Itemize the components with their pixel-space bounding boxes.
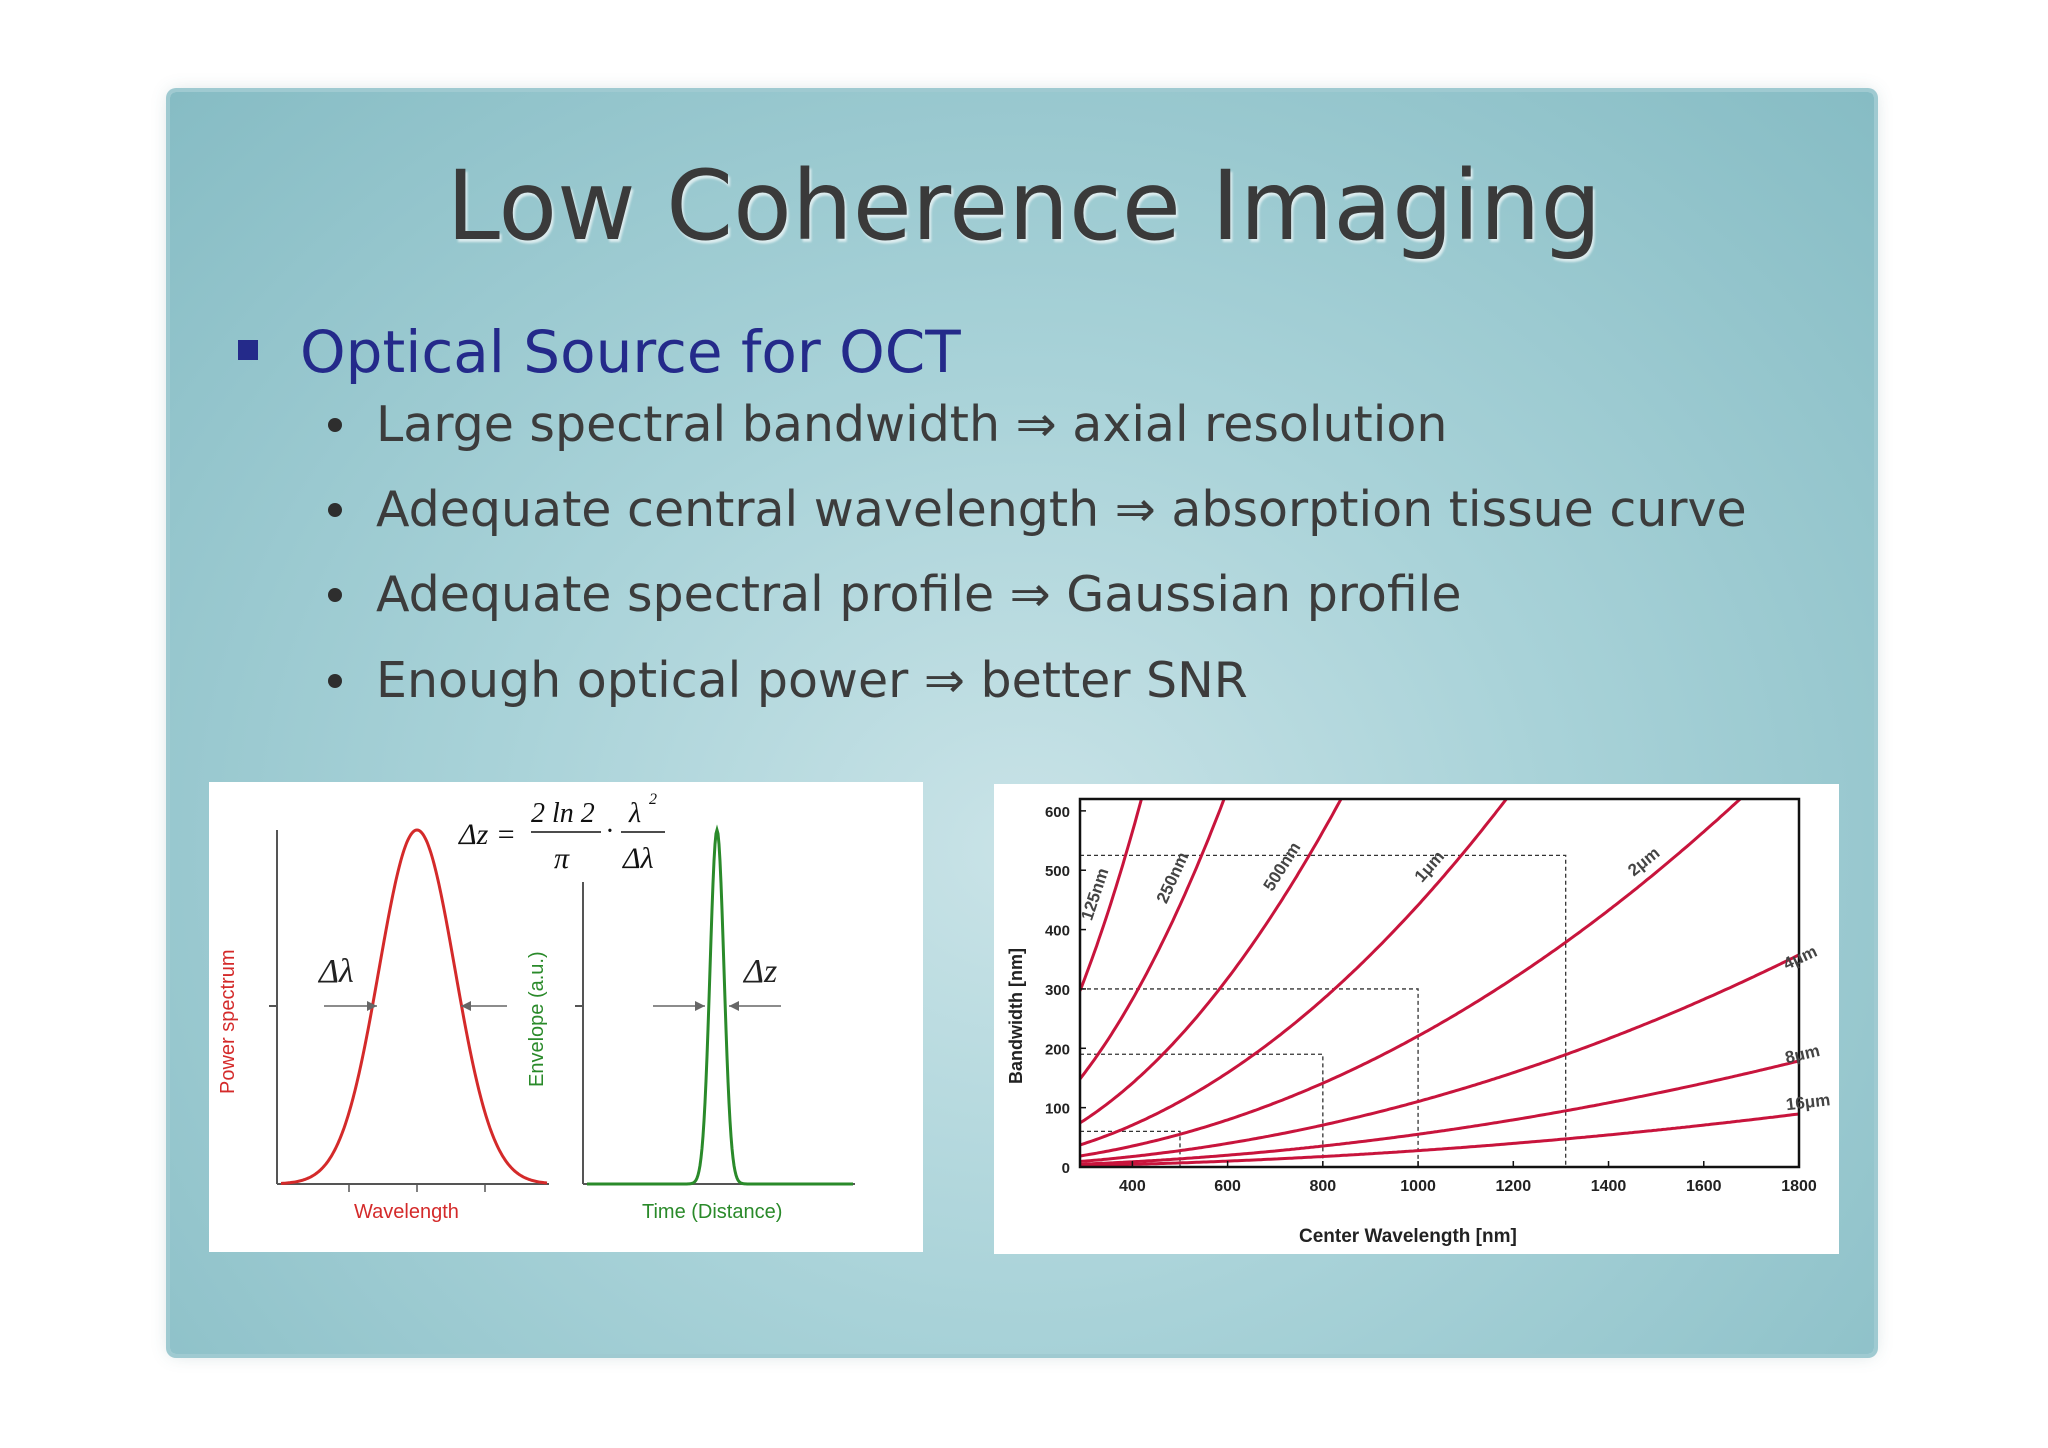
y-tick-label: 200 [1045, 1041, 1070, 1058]
reference-dashed-line [1080, 854, 1567, 1167]
plot-frame [1078, 797, 1801, 1169]
formula-frac1-den: π [554, 842, 570, 875]
envelope-xlabel: Time (Distance) [642, 1201, 782, 1223]
arrowhead-left-icon [729, 1001, 739, 1011]
bullet-text: Optical Source for OCT [300, 318, 961, 386]
y-tick-label: 100 [1045, 1101, 1070, 1118]
x-tick-label: 600 [1214, 1178, 1241, 1195]
y-tick-label: 600 [1045, 804, 1070, 821]
series-line [1080, 799, 1226, 1080]
sub-bullet: Adequate central wavelength ⇒ absorption… [328, 481, 1747, 538]
series-label: 8μm [1783, 1041, 1821, 1067]
arrowhead-left-icon [461, 1001, 471, 1011]
formula-dot: · [606, 816, 613, 847]
x-tick-label: 1400 [1591, 1178, 1627, 1195]
x-tick-label: 1200 [1496, 1178, 1532, 1195]
x-tick-label: 1000 [1400, 1178, 1436, 1195]
spectrum-curve [281, 828, 548, 1185]
reference-dashed-line [1080, 1130, 1181, 1167]
gaussian-svg: Δz = 2 ln 2 π · λ 2 Δλ Δλ Power spectrum… [217, 791, 855, 1223]
y-tick-label: 400 [1045, 923, 1070, 940]
formula-frac2-exp: 2 [649, 791, 657, 808]
x-tick-label: 800 [1309, 1178, 1336, 1195]
arrowhead-right-icon [367, 1001, 377, 1011]
gaussian-figure: Δz = 2 ln 2 π · λ 2 Δλ Δλ Power spectrum… [209, 782, 923, 1252]
arrowhead-right-icon [695, 1001, 705, 1011]
y-tick-label: 500 [1045, 863, 1070, 880]
slide-title: Low Coherence Imaging [446, 150, 1602, 262]
series-line [1080, 1112, 1799, 1167]
bandwidth-chart: 400 600 800 1000 1200 1400 1600 1800 0 100 200 300 4… [994, 784, 1839, 1254]
delta-z-label: Δz [742, 953, 777, 990]
series-line [1080, 799, 1743, 1158]
sub-bullet-text: Adequate central wavelength ⇒ absorption… [376, 481, 1747, 538]
sub-bullet: Adequate spectral profile ⇒ Gaussian pro… [328, 566, 1462, 623]
sub-bullet: Large spectral bandwidth ⇒ axial resolut… [328, 396, 1448, 453]
sub-bullet: Enough optical power ⇒ better SNR [328, 652, 1248, 709]
series-line [1080, 953, 1799, 1163]
bandwidth-xlabel: Center Wavelength [nm] [1299, 1226, 1517, 1247]
envelope-curve [587, 824, 853, 1186]
series-line [1080, 799, 1509, 1147]
series-label: 1μm [1411, 847, 1448, 886]
y-tick-label: 0 [1062, 1160, 1070, 1177]
spectrum-xlabel: Wavelength [354, 1201, 459, 1223]
x-tick-label: 1600 [1686, 1178, 1722, 1195]
delta-lambda-label: Δλ [317, 953, 354, 990]
formula-frac1-num: 2 ln 2 [531, 798, 595, 829]
dot-bullet-icon [328, 418, 342, 432]
y-tick-label: 300 [1045, 982, 1070, 999]
reference-dashed-line [1080, 988, 1419, 1167]
formula-frac2-num: λ [628, 798, 641, 829]
bandwidth-ylabel: Bandwidth [nm] [1006, 948, 1026, 1084]
series-label: 2μm [1624, 843, 1663, 880]
dot-bullet-icon [328, 588, 342, 602]
formula-lhs: Δz = [458, 818, 516, 851]
sub-bullet-text: Large spectral bandwidth ⇒ axial resolut… [376, 396, 1448, 453]
bandwidth-svg: 400 600 800 1000 1200 1400 1600 1800 0 100 200 300 4… [1006, 797, 1831, 1247]
spectrum-ylabel: Power spectrum [217, 950, 239, 1095]
dot-bullet-icon [328, 674, 342, 688]
formula-frac2-den: Δλ [622, 842, 654, 875]
series-label: 16μm [1785, 1090, 1831, 1114]
dot-bullet-icon [328, 503, 342, 517]
envelope-ylabel: Envelope (a.u.) [526, 951, 548, 1087]
series-line [1080, 1059, 1799, 1166]
series-line [1080, 799, 1343, 1125]
square-bullet-icon [238, 340, 258, 360]
series-label: 500nm [1260, 839, 1305, 895]
series-label: 250nm [1153, 849, 1193, 906]
sub-bullet-text: Enough optical power ⇒ better SNR [376, 652, 1248, 709]
x-tick-label: 400 [1119, 1178, 1146, 1195]
sub-bullet-text: Adequate spectral profile ⇒ Gaussian pro… [376, 566, 1462, 623]
x-tick-label: 1800 [1781, 1178, 1817, 1195]
